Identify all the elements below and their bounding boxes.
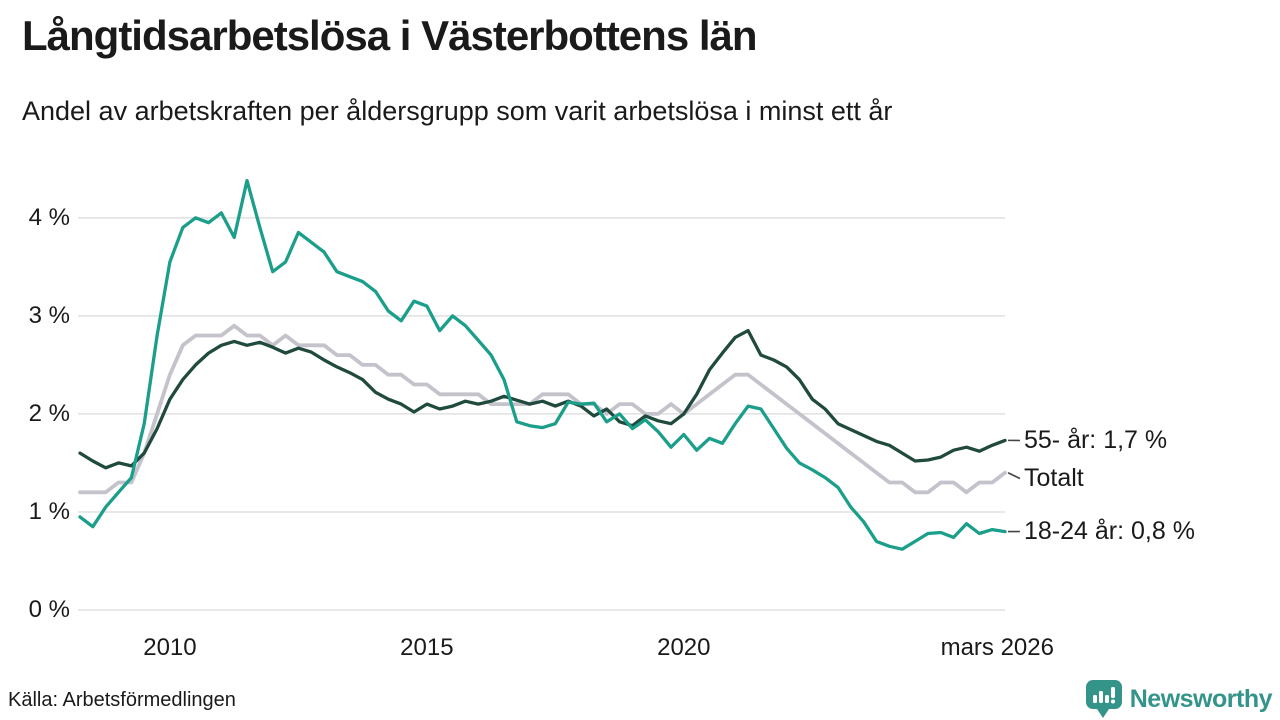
y-axis-tick-label: 0 % — [28, 596, 70, 623]
x-axis-tick-label: 2015 — [400, 634, 454, 661]
y-axis-tick-label: 3 % — [28, 301, 70, 329]
newsworthy-logo: Newsworthy — [1085, 680, 1273, 718]
series-label-55-ar: 55- år: 1,7 % — [1024, 426, 1168, 454]
label-connector — [1007, 472, 1021, 480]
bar-chart-speech-bubble-icon — [1085, 680, 1122, 718]
brand-name: Newsworthy — [1129, 684, 1273, 713]
x-axis-tick-label: 2020 — [657, 634, 711, 661]
page-subtitle: Andel av arbetskraften per åldersgrupp s… — [22, 96, 893, 126]
x-axis-tick-label: 2010 — [143, 634, 197, 661]
series-line-55-år — [78, 328, 1007, 470]
source-credit: Källa: Arbetsförmedlingen — [8, 689, 236, 711]
series-label-totalt: Totalt — [1024, 464, 1084, 492]
series-line-18-24-år — [78, 178, 1007, 551]
y-axis-tick-label: 2 % — [28, 399, 70, 427]
series-line-totalt — [78, 323, 1007, 495]
y-axis-tick-label: 1 % — [28, 497, 70, 525]
x-axis-tick-label: mars 2026 — [940, 634, 1054, 661]
series-label-18-24-ar: 18-24 år: 0,8 % — [1024, 517, 1195, 545]
page-title: Långtidsarbetslösa i Västerbottens län — [22, 12, 758, 59]
y-axis-tick-label: 4 % — [28, 203, 70, 231]
